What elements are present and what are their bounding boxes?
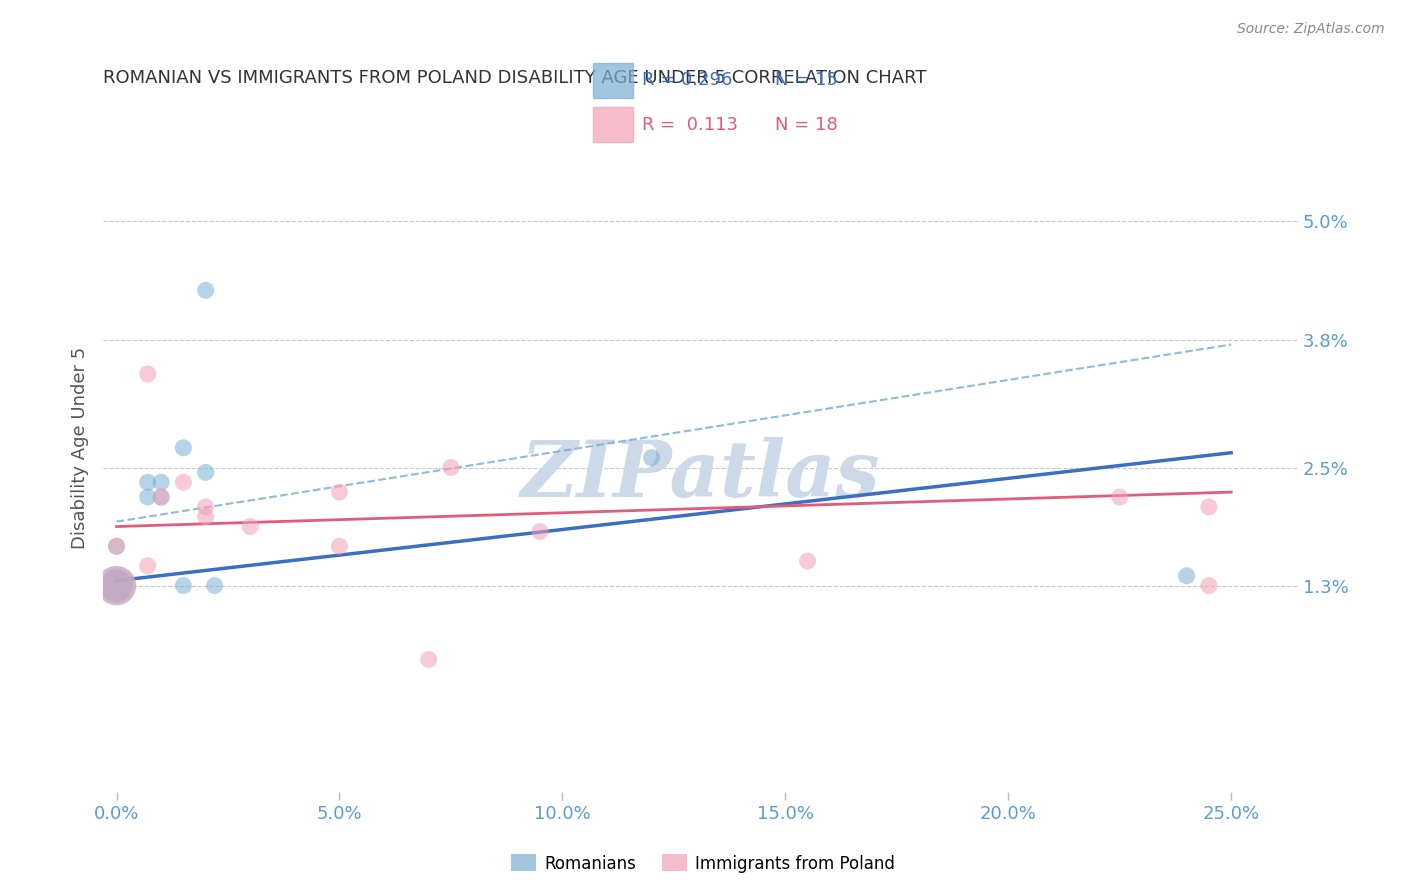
Point bbox=[136, 367, 159, 381]
Point bbox=[150, 490, 173, 504]
Text: R = 0.296: R = 0.296 bbox=[643, 71, 733, 89]
Text: N = 18: N = 18 bbox=[775, 116, 838, 134]
Point bbox=[194, 466, 217, 480]
Point bbox=[150, 475, 173, 490]
Point bbox=[640, 450, 662, 465]
Point bbox=[1198, 579, 1220, 593]
Legend: Romanians, Immigrants from Poland: Romanians, Immigrants from Poland bbox=[505, 847, 901, 880]
Point bbox=[440, 460, 463, 475]
Point bbox=[136, 475, 159, 490]
Point bbox=[796, 554, 818, 568]
Point bbox=[136, 558, 159, 573]
Point bbox=[136, 490, 159, 504]
Text: ZIPatlas: ZIPatlas bbox=[520, 437, 880, 514]
Text: N = 15: N = 15 bbox=[775, 71, 838, 89]
Point bbox=[194, 509, 217, 524]
Point bbox=[150, 490, 173, 504]
Text: Source: ZipAtlas.com: Source: ZipAtlas.com bbox=[1237, 22, 1385, 37]
Point bbox=[194, 500, 217, 514]
Point bbox=[328, 539, 350, 553]
Point bbox=[105, 579, 128, 593]
Point bbox=[172, 441, 194, 455]
Bar bbox=[593, 108, 633, 142]
Point bbox=[172, 579, 194, 593]
Point bbox=[105, 579, 128, 593]
Point bbox=[105, 579, 128, 593]
Point bbox=[529, 524, 551, 539]
Y-axis label: Disability Age Under 5: Disability Age Under 5 bbox=[72, 347, 89, 549]
Point bbox=[328, 485, 350, 500]
Point bbox=[1175, 568, 1198, 582]
Point bbox=[105, 539, 128, 553]
Point bbox=[1108, 490, 1130, 504]
Point bbox=[1198, 500, 1220, 514]
Bar bbox=[593, 63, 633, 98]
Point bbox=[172, 475, 194, 490]
Text: ROMANIAN VS IMMIGRANTS FROM POLAND DISABILITY AGE UNDER 5 CORRELATION CHART: ROMANIAN VS IMMIGRANTS FROM POLAND DISAB… bbox=[103, 69, 927, 87]
Point bbox=[105, 579, 128, 593]
Text: R =  0.113: R = 0.113 bbox=[643, 116, 738, 134]
Point bbox=[418, 652, 440, 666]
Point bbox=[204, 579, 226, 593]
Point bbox=[194, 284, 217, 298]
Point bbox=[105, 539, 128, 553]
Point bbox=[239, 519, 262, 533]
